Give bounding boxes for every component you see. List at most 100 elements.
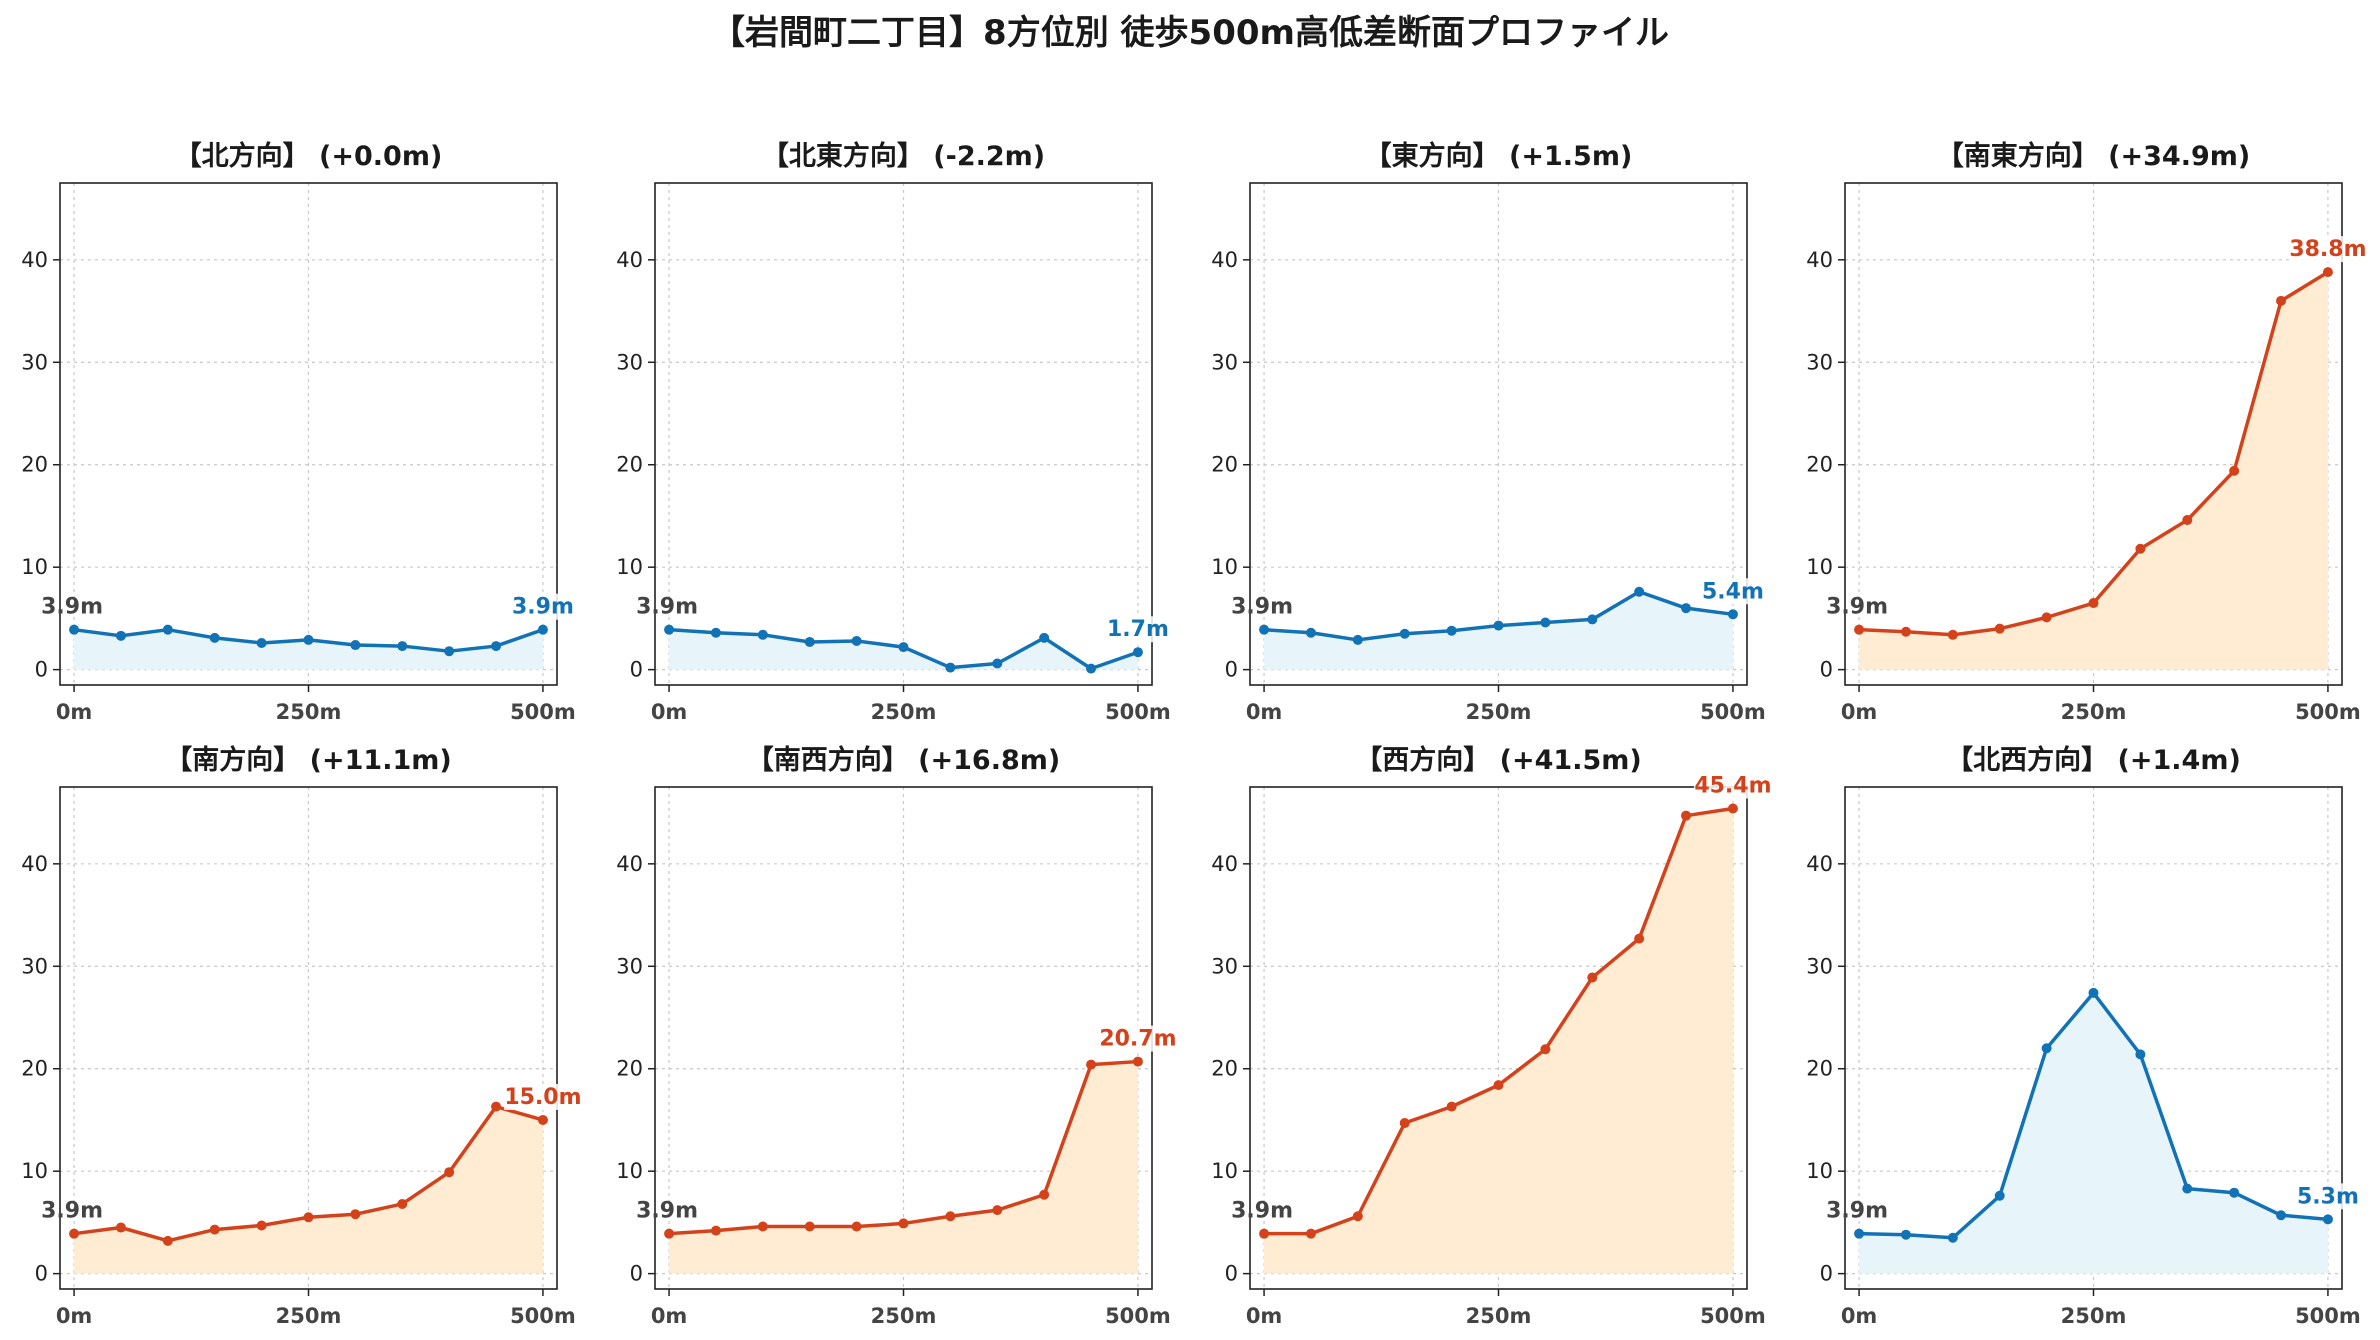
data-point bbox=[1086, 1059, 1097, 1070]
x-tick-label: 0m bbox=[1841, 700, 1878, 724]
data-point bbox=[1587, 614, 1598, 625]
panel-title: 【南東方向】 (+34.9m) bbox=[1937, 140, 2250, 172]
data-point bbox=[1039, 1189, 1050, 1200]
panel-title: 【東方向】 (+1.5m) bbox=[1365, 140, 1633, 172]
x-tick-label: 250m bbox=[2061, 1304, 2127, 1328]
data-point bbox=[804, 1221, 815, 1232]
y-tick-label: 10 bbox=[616, 555, 643, 579]
end-label-background bbox=[503, 1083, 582, 1110]
y-tick-label: 40 bbox=[616, 248, 643, 272]
data-point bbox=[804, 636, 815, 647]
data-point bbox=[537, 624, 548, 635]
x-tick-label: 500m bbox=[1700, 700, 1766, 724]
y-tick-label: 0 bbox=[35, 1262, 48, 1286]
end-elevation-label: 5.4m bbox=[1702, 579, 1764, 604]
y-tick-label: 10 bbox=[21, 555, 48, 579]
y-tick-label: 30 bbox=[1211, 350, 1238, 374]
data-point bbox=[350, 640, 361, 651]
data-point bbox=[350, 1209, 361, 1220]
x-tick-label: 0m bbox=[651, 1304, 688, 1328]
data-point bbox=[1305, 627, 1316, 638]
figure-title: 【岩間町二丁目】8方位別 徒歩500m高低差断面プロファイル bbox=[711, 13, 1669, 53]
y-tick-label: 40 bbox=[1806, 248, 1833, 272]
profile-area bbox=[1264, 591, 1733, 670]
data-point bbox=[162, 1235, 173, 1246]
data-point bbox=[209, 632, 220, 643]
data-point bbox=[1900, 626, 1911, 637]
y-tick-label: 10 bbox=[616, 1159, 643, 1183]
data-point bbox=[2276, 295, 2287, 306]
y-tick-label: 30 bbox=[21, 954, 48, 978]
data-point bbox=[1947, 1232, 1958, 1243]
plot-frame bbox=[654, 182, 1153, 686]
y-tick-label: 20 bbox=[1211, 1057, 1238, 1081]
data-point bbox=[1854, 1228, 1865, 1239]
profile-area bbox=[669, 1061, 1138, 1274]
y-tick-label: 0 bbox=[630, 658, 643, 682]
end-label-background bbox=[2288, 236, 2367, 263]
data-point bbox=[2182, 1183, 2193, 1194]
panel-title: 【北東方向】 (-2.2m) bbox=[762, 140, 1045, 172]
panel-title: 【南西方向】 (+16.8m) bbox=[747, 744, 1060, 776]
data-point bbox=[491, 641, 502, 652]
y-tick-label: 20 bbox=[616, 1057, 643, 1081]
data-point bbox=[69, 1228, 80, 1239]
profile-area bbox=[74, 629, 543, 670]
data-point bbox=[69, 624, 80, 635]
data-point bbox=[256, 637, 267, 648]
data-point bbox=[757, 1221, 768, 1232]
data-point bbox=[2229, 1187, 2240, 1198]
y-tick-label: 0 bbox=[630, 1262, 643, 1286]
data-point bbox=[256, 1220, 267, 1231]
y-tick-label: 40 bbox=[21, 852, 48, 876]
x-tick-label: 0m bbox=[56, 700, 93, 724]
data-point bbox=[1681, 810, 1692, 821]
data-point bbox=[898, 642, 909, 653]
panel-3: 【東方向】 (+1.5m) 0 10 20 30 40 0m 250m 500m 3.9m 5.4m bbox=[1211, 140, 1766, 724]
data-point bbox=[2088, 987, 2099, 998]
x-tick-label: 0m bbox=[1246, 1304, 1283, 1328]
data-point bbox=[898, 1218, 909, 1229]
y-tick-label: 40 bbox=[1211, 248, 1238, 272]
start-elevation-label: 3.9m bbox=[1826, 595, 1888, 620]
y-tick-label: 0 bbox=[1225, 658, 1238, 682]
y-tick-label: 20 bbox=[1211, 453, 1238, 477]
x-tick-label: 500m bbox=[2295, 700, 2361, 724]
data-point bbox=[397, 1198, 408, 1209]
panel-title: 【北方向】 (+0.0m) bbox=[175, 140, 443, 172]
y-tick-label: 10 bbox=[1211, 555, 1238, 579]
start-elevation-label: 3.9m bbox=[1231, 595, 1293, 620]
data-point bbox=[1352, 634, 1363, 645]
x-tick-label: 250m bbox=[276, 700, 342, 724]
x-tick-label: 250m bbox=[1466, 700, 1532, 724]
data-point bbox=[1086, 663, 1097, 674]
end-label-background bbox=[1693, 772, 1772, 799]
x-tick-label: 500m bbox=[510, 1304, 576, 1328]
data-point bbox=[1634, 586, 1645, 597]
x-tick-label: 500m bbox=[2295, 1304, 2361, 1328]
data-point bbox=[491, 1101, 502, 1112]
panel-5: 【南方向】 (+11.1m) 0 10 20 30 40 0m 250m 500m 3.9m 15.… bbox=[21, 744, 582, 1328]
panel-title: 【南方向】 (+11.1m) bbox=[165, 744, 451, 776]
data-point bbox=[1994, 1190, 2005, 1201]
data-point bbox=[209, 1224, 220, 1235]
data-point bbox=[1947, 629, 1958, 640]
data-point bbox=[444, 646, 455, 657]
data-point bbox=[851, 635, 862, 646]
data-point bbox=[1446, 1101, 1457, 1112]
end-elevation-label: 15.0m bbox=[504, 1085, 581, 1110]
y-tick-label: 30 bbox=[1806, 954, 1833, 978]
y-tick-label: 40 bbox=[1806, 852, 1833, 876]
panel-title: 【北西方向】 (+1.4m) bbox=[1946, 744, 2241, 776]
y-tick-label: 20 bbox=[21, 453, 48, 477]
data-point bbox=[1634, 933, 1645, 944]
data-point bbox=[1587, 972, 1598, 983]
data-point bbox=[1399, 628, 1410, 639]
data-point bbox=[757, 629, 768, 640]
data-point bbox=[1854, 624, 1865, 635]
profile-area bbox=[1264, 808, 1733, 1274]
data-point bbox=[1540, 617, 1551, 628]
data-point bbox=[2135, 543, 2146, 554]
end-elevation-label: 1.7m bbox=[1107, 617, 1169, 642]
